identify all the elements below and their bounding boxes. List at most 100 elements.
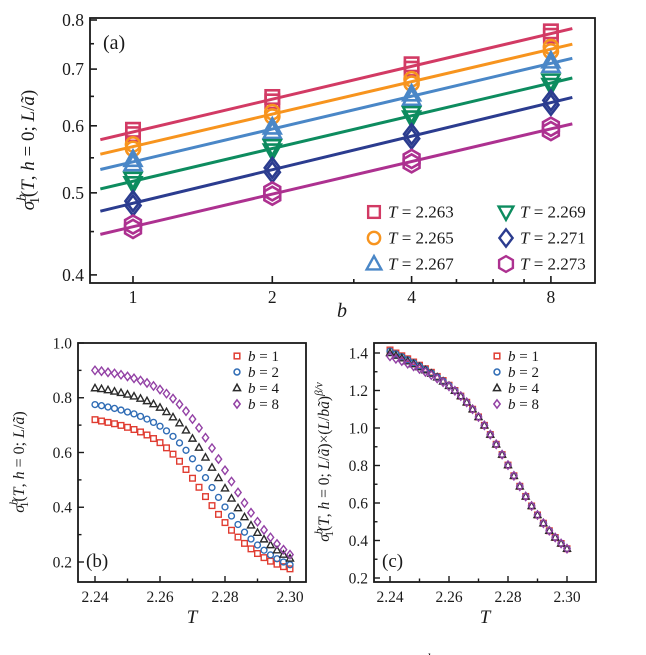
data-point-marker [208, 502, 216, 510]
data-point-marker [162, 388, 171, 399]
data-point-marker [116, 387, 126, 397]
data-point-marker [123, 408, 132, 416]
legend-swatch [496, 205, 516, 223]
data-point-marker [385, 347, 395, 357]
data-point-marker [240, 528, 249, 536]
data-point-marker [148, 398, 159, 408]
data-point-marker [556, 538, 566, 547]
data-point-marker [174, 417, 185, 427]
data-point-marker [541, 92, 561, 117]
legend-label: T = 2.263 [388, 202, 454, 221]
data-point-marker [261, 138, 283, 159]
y-tick-label: 0.4 [53, 500, 73, 517]
data-point-marker [233, 502, 243, 512]
data-point-marker [468, 403, 477, 415]
data-point-marker [162, 444, 171, 452]
data-point-marker [155, 402, 165, 411]
data-point-marker [142, 377, 152, 389]
y-axis-label: σb1(T, h = 0; L/ã) [8, 411, 31, 512]
data-point-marker [540, 73, 562, 93]
data-point-marker [427, 369, 436, 381]
data-point-marker [96, 383, 107, 393]
legend-swatch [232, 382, 242, 392]
data-point-marker [116, 369, 126, 381]
data-point-marker [117, 406, 125, 414]
data-point-marker [261, 119, 283, 140]
x-tick-label: 2.28 [211, 589, 238, 606]
data-point-marker [532, 509, 543, 519]
data-point-marker [400, 86, 423, 107]
data-point-marker [456, 390, 466, 400]
y-tick-label: 0.8 [349, 458, 369, 475]
x-tick-label: 2.26 [146, 589, 173, 606]
data-point-marker [233, 487, 243, 498]
data-point-marker [397, 355, 406, 367]
panel-b: 2.24 2.26 2.28 2.300.20.40.60.81.0b = 1b = … [8, 335, 307, 628]
data-point-marker [162, 427, 171, 435]
panel-label: (b) [86, 551, 108, 572]
data-point-marker [221, 503, 229, 511]
data-point-marker [97, 417, 106, 425]
data-point-marker [279, 563, 288, 571]
data-point-marker [397, 353, 407, 362]
data-point-marker [213, 472, 224, 482]
data-point-marker [246, 507, 256, 519]
data-point-marker [214, 453, 223, 465]
panel-c: 2.24 2.26 2.28 2.30 0.2 0.4 0.6 0.8 1.0 1.2 1.4 b =… [314, 342, 597, 628]
data-point-marker [188, 474, 197, 482]
legend-label: T = 2.269 [520, 202, 586, 221]
data-point-marker [122, 175, 144, 196]
fit-line [99, 96, 573, 213]
legend-label: b = 4 [248, 381, 279, 397]
legend-label: b = 8 [508, 397, 539, 413]
data-point-marker [260, 546, 268, 554]
data-point-marker [540, 53, 562, 74]
data-point-marker [246, 520, 256, 529]
data-point-marker [97, 402, 106, 410]
data-point-marker [110, 368, 119, 379]
data-point-marker [181, 405, 191, 417]
data-point-marker [155, 384, 165, 395]
data-point-marker [90, 382, 100, 392]
data-point-marker [544, 525, 555, 535]
data-point-marker [439, 376, 448, 388]
data-point-marker [181, 425, 191, 434]
legend-swatch [493, 352, 501, 360]
y-tick-label: 0.2 [53, 554, 72, 571]
x-axis-label: T [187, 607, 199, 628]
data-point-marker [104, 418, 112, 426]
data-point-marker [278, 549, 289, 558]
data-point-marker [123, 218, 143, 240]
legend-label: T = 2.265 [388, 228, 454, 247]
fit-line [99, 56, 573, 171]
data-point-marker [97, 365, 106, 377]
data-point-marker [391, 353, 400, 365]
data-point-marker [527, 500, 536, 512]
data-point-marker [123, 213, 143, 236]
data-point-marker [247, 545, 255, 553]
x-tick-label: 2.26 [435, 589, 462, 606]
data-point-marker [259, 524, 269, 536]
data-point-marker [214, 493, 223, 502]
data-point-marker [550, 532, 560, 541]
data-point-marker [400, 82, 423, 102]
data-point-marker [385, 351, 395, 362]
legend-swatch [492, 398, 502, 410]
data-point-marker [402, 148, 421, 170]
data-point-marker [461, 397, 472, 406]
data-point-marker [263, 185, 282, 207]
data-point-marker [142, 395, 152, 405]
data-point-marker [168, 393, 178, 404]
data-point-marker [273, 555, 281, 563]
data-point-marker [103, 366, 113, 378]
panel-a: 1 2 4 8 0.4 0.5 0.6 0.7 0.8 T = 2.263 T = 2.265 T =… [14, 10, 596, 322]
data-point-marker [220, 483, 230, 492]
data-point-marker [538, 518, 549, 527]
data-point-marker [123, 371, 132, 382]
data-point-marker [195, 483, 203, 491]
data-point-marker [234, 520, 242, 529]
data-point-marker [143, 431, 151, 439]
data-point-marker [253, 516, 262, 528]
data-point-marker [201, 474, 210, 482]
data-point-marker [497, 449, 507, 458]
